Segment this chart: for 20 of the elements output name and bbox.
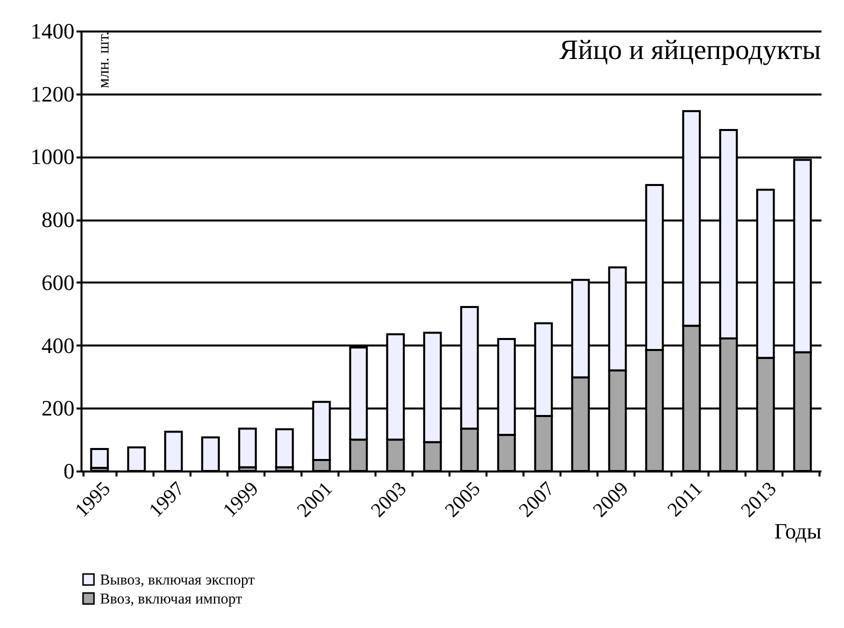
legend-label: Вывоз, включая экспорт [100,572,256,588]
y-tick-label: 800 [42,207,74,232]
bar [127,446,146,472]
bar [238,428,257,468]
chart-title: Яйцо и яйцепродукты [559,35,822,66]
y-axis-title: млн. шт. [96,32,112,88]
bar [201,436,220,472]
legend-label: Ввоз, включая импорт [100,592,243,608]
y-tick-label: 0 [64,458,74,484]
x-tick-label: 2011 [664,478,707,522]
bar [164,430,183,472]
bar [90,448,109,469]
x-axis-title: Годы [774,518,822,544]
y-tick-label: 1400 [30,18,74,44]
y-tick-label: 400 [42,332,74,358]
y-tick-label: 1200 [30,81,74,106]
y-tick-label: 1000 [30,144,74,170]
y-tick-label: 200 [42,396,74,421]
y-tick-label: 600 [42,270,74,295]
bar [275,428,294,468]
